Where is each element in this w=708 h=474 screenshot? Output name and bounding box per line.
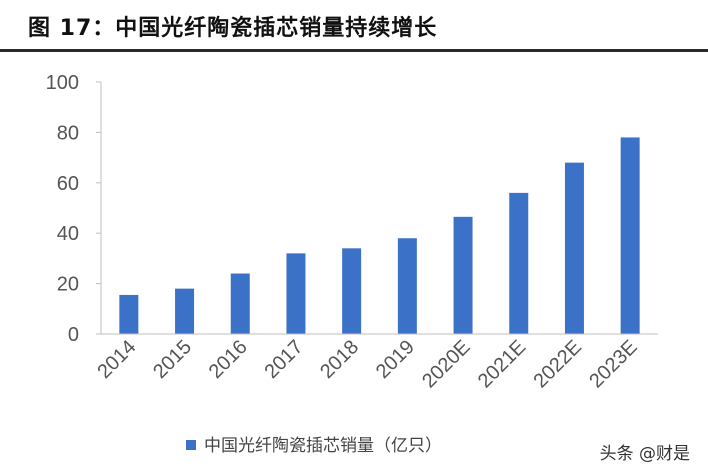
- y-axis: 0 20 40 60 80 100: [46, 72, 102, 346]
- bar-2016: [230, 273, 250, 334]
- x-tick-label: 2017: [260, 336, 307, 383]
- x-tick-label: 2022E: [530, 336, 586, 392]
- x-tick-label: 2016: [205, 336, 252, 383]
- bar-2014: [119, 294, 139, 334]
- bar-2018: [342, 248, 362, 334]
- legend-swatch: [186, 440, 196, 450]
- x-tick-label: 2019: [372, 336, 419, 383]
- x-tick-label: 2014: [93, 336, 140, 383]
- y-tick-label: 20: [57, 274, 79, 296]
- bar-2017: [286, 253, 306, 334]
- x-tick-label: 2023E: [585, 336, 641, 392]
- bar-2020E: [453, 216, 473, 334]
- legend: 中国光纤陶瓷插芯销量（亿只）: [186, 436, 442, 456]
- x-tick-label: 2020E: [418, 336, 474, 392]
- y-tick-label: 40: [57, 223, 79, 245]
- bar-2019: [397, 238, 417, 334]
- bar-2015: [175, 288, 195, 334]
- y-tick-label: 60: [57, 173, 79, 195]
- legend-label: 中国光纤陶瓷插芯销量（亿只）: [204, 436, 442, 456]
- x-axis: 2014 2015 2016 2017 2018 2019 2020E 2021E 2022E 2…: [93, 333, 658, 392]
- x-tick-label: 2015: [149, 336, 196, 383]
- bar-2023E: [620, 137, 640, 334]
- chart-title: 图 17：中国光纤陶瓷插芯销量持续增长: [28, 16, 438, 41]
- x-tick-label: 2021E: [474, 336, 530, 392]
- y-tick-label: 100: [46, 72, 79, 94]
- bars: [119, 137, 640, 334]
- title-bar: 图 17：中国光纤陶瓷插芯销量持续增长: [0, 0, 708, 52]
- bar-2022E: [564, 162, 584, 334]
- y-tick-label: 80: [57, 122, 79, 144]
- y-tick-label: 0: [68, 324, 79, 346]
- watermark: 头条 @财是: [599, 444, 690, 464]
- x-tick-label: 2018: [316, 336, 363, 383]
- bar-2021E: [509, 192, 529, 334]
